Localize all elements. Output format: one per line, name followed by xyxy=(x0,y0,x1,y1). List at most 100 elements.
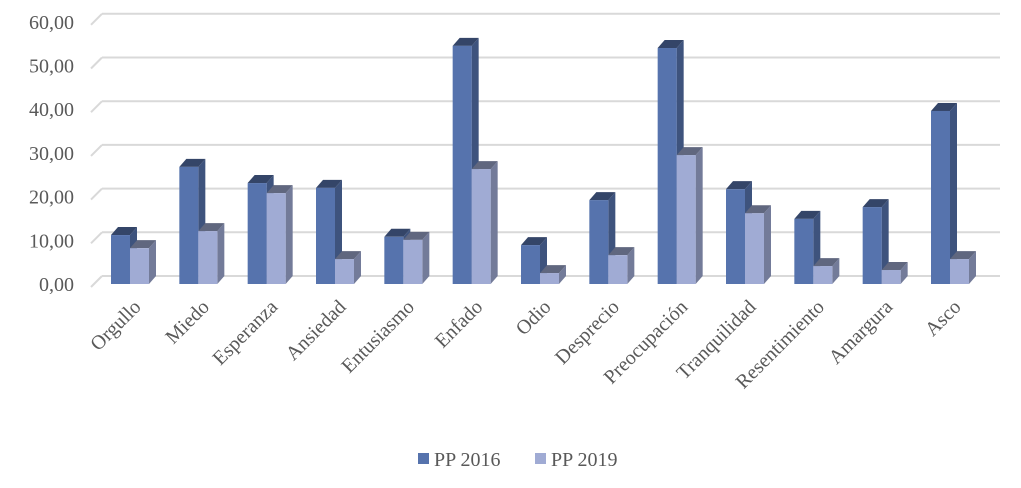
bar-side xyxy=(950,102,957,284)
bar-front xyxy=(247,183,267,284)
bar-top xyxy=(452,37,479,46)
bar-side xyxy=(354,251,361,284)
gridline-side xyxy=(90,231,103,245)
bar-top xyxy=(794,210,821,219)
bar-top xyxy=(540,265,566,274)
bar-front xyxy=(198,231,218,284)
y-tick-label: 10,00 xyxy=(29,230,74,252)
bar-top xyxy=(676,147,703,156)
gridline-side xyxy=(90,56,103,70)
bar-top xyxy=(247,175,274,184)
bar-top xyxy=(316,179,342,188)
bar-pp-2016 xyxy=(931,102,957,284)
bar-top xyxy=(881,262,908,271)
bar-front xyxy=(931,110,950,284)
legend-label: PP 2019 xyxy=(551,449,618,471)
bar-top xyxy=(813,258,840,267)
bar-front xyxy=(384,236,404,284)
x-tick-label: Desprecio xyxy=(551,296,624,369)
bar-top xyxy=(384,228,411,237)
bar-side xyxy=(695,147,703,284)
bar-front xyxy=(950,259,969,284)
bar-side xyxy=(559,265,566,284)
bar-front xyxy=(111,235,130,284)
y-tick-label: 50,00 xyxy=(29,56,74,78)
bar-pp-2019 xyxy=(608,247,635,284)
bar-front xyxy=(179,166,199,284)
bar-side xyxy=(764,205,771,284)
bar-pp-2019 xyxy=(130,240,156,284)
bar-front xyxy=(403,239,423,284)
legend-swatch xyxy=(535,453,546,464)
bar-top xyxy=(589,192,616,201)
bar-front xyxy=(862,207,882,284)
bar-pp-2019 xyxy=(335,251,361,284)
bar-top xyxy=(179,158,206,167)
bar-front xyxy=(452,45,472,285)
x-tick-label: Miedo xyxy=(161,296,213,348)
y-tick-label: 30,00 xyxy=(29,143,74,165)
bar-side xyxy=(832,258,840,284)
bar-top xyxy=(745,205,771,214)
bar-front xyxy=(335,259,354,284)
gridline-side xyxy=(90,275,103,288)
bar-front xyxy=(608,255,628,284)
x-tick-label: Odio xyxy=(512,296,556,340)
bar-pp-2019 xyxy=(745,205,771,284)
bar-side xyxy=(900,262,908,284)
y-tick-label: 20,00 xyxy=(29,187,74,209)
x-tick-label: Amargura xyxy=(825,296,898,369)
x-tick-label: Asco xyxy=(921,296,966,341)
bar-side xyxy=(881,199,889,284)
bar-top xyxy=(198,223,225,232)
legend-label: PP 2016 xyxy=(434,449,501,471)
bar-top xyxy=(335,251,361,260)
y-tick-label: 40,00 xyxy=(29,99,74,121)
legend-swatch xyxy=(418,453,429,464)
bar-top xyxy=(657,40,684,49)
bar-top xyxy=(403,231,430,240)
bar-pp-2019 xyxy=(403,231,430,284)
x-tick-label: Enfado xyxy=(431,296,487,352)
gridline-side xyxy=(90,100,103,113)
bar-pp-2019 xyxy=(950,251,976,284)
bar-top xyxy=(471,161,498,170)
bar-front xyxy=(726,189,745,284)
bar-top xyxy=(521,237,547,246)
bar-front xyxy=(881,270,901,284)
bar-front xyxy=(266,193,286,284)
y-tick-label: 60,00 xyxy=(29,12,74,34)
bar-side xyxy=(285,185,293,284)
bar-pp-2019 xyxy=(881,262,908,284)
bar-pp-2019 xyxy=(471,161,498,284)
bar-front xyxy=(589,200,609,284)
x-tick-label: Entusiasmo xyxy=(337,296,419,378)
bar-side xyxy=(490,161,498,284)
gridline-side xyxy=(90,144,103,157)
bar-top xyxy=(931,102,957,111)
bar-front xyxy=(657,48,677,284)
bar-pp-2019 xyxy=(198,223,225,284)
bar-front xyxy=(521,245,540,284)
bar-top xyxy=(950,251,976,260)
bar-front xyxy=(676,155,696,284)
bar-pp-2019 xyxy=(540,265,566,284)
bar-side xyxy=(627,247,635,284)
bar-top xyxy=(608,247,635,256)
bar-pp-2016 xyxy=(862,199,889,284)
bar-front xyxy=(745,213,764,284)
bar-top xyxy=(266,185,293,194)
x-tick-label: Ansiedad xyxy=(282,296,351,365)
bar-top xyxy=(111,227,137,236)
bar-side xyxy=(969,251,976,284)
bar-pp-2019 xyxy=(676,147,703,284)
bar-front xyxy=(316,187,335,284)
bar-side xyxy=(217,223,225,284)
bar-top xyxy=(130,240,156,249)
x-tick-label: Orgullo xyxy=(86,296,145,355)
bar-front xyxy=(794,218,814,284)
y-tick-label: 0,00 xyxy=(39,274,74,296)
bar-front xyxy=(540,273,559,284)
